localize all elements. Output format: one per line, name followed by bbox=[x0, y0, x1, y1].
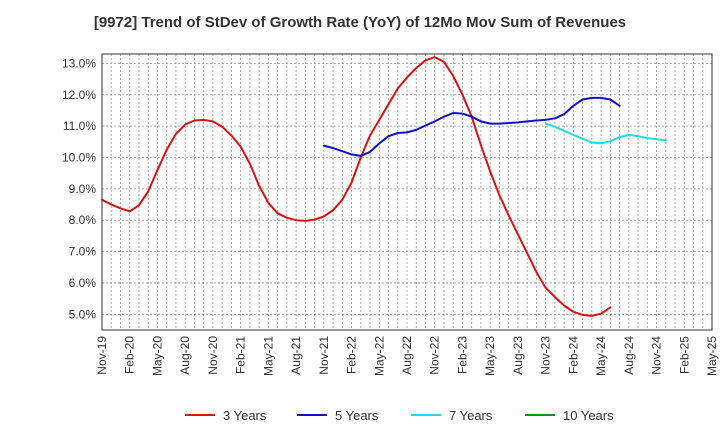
x-tick-label: May-21 bbox=[261, 336, 275, 376]
x-tick-label: May-23 bbox=[483, 336, 497, 376]
x-tick-label: May-20 bbox=[150, 336, 164, 376]
x-tick-label: Nov-22 bbox=[428, 336, 442, 375]
series-line-7-years bbox=[544, 122, 667, 145]
x-tick-label: Nov-24 bbox=[650, 336, 664, 375]
x-tick-label: Nov-21 bbox=[317, 336, 331, 375]
y-tick-label: 9.0% bbox=[69, 182, 97, 196]
y-tick-label: 6.0% bbox=[69, 276, 97, 290]
series-lines bbox=[101, 56, 667, 317]
x-tick-label: May-25 bbox=[705, 336, 719, 376]
y-tick-label: 13.0% bbox=[62, 56, 96, 70]
x-tick-label: May-24 bbox=[594, 336, 608, 376]
legend-label: 3 Years bbox=[223, 408, 267, 423]
legend-label: 5 Years bbox=[335, 408, 379, 423]
y-tick-label: 5.0% bbox=[69, 307, 97, 321]
y-tick-label: 8.0% bbox=[69, 213, 97, 227]
series-line-5-years bbox=[322, 96, 621, 157]
x-tick-label: May-22 bbox=[372, 336, 386, 376]
x-tick-label: Feb-24 bbox=[566, 336, 580, 374]
x-tick-label: Aug-21 bbox=[289, 336, 303, 375]
x-tick-label: Nov-20 bbox=[206, 336, 220, 375]
x-tick-label: Feb-25 bbox=[677, 336, 691, 374]
x-tick-label: Feb-23 bbox=[455, 336, 469, 374]
x-tick-label: Feb-21 bbox=[234, 336, 248, 374]
legend-label: 7 Years bbox=[449, 408, 493, 423]
y-tick-label: 10.0% bbox=[62, 151, 96, 165]
y-tick-label: 11.0% bbox=[63, 119, 96, 133]
chart-title: [9972] Trend of StDev of Growth Rate (Yo… bbox=[93, 14, 627, 31]
x-tick-label: Aug-24 bbox=[622, 336, 636, 375]
axis-labels: 5.0% 6.0% 7.0% 8.0% 9.0% 10.0% 11.0% 12.0% 13.0%… bbox=[62, 56, 719, 376]
series-line-3-years bbox=[101, 56, 612, 317]
x-tick-label: Aug-20 bbox=[178, 336, 192, 375]
x-tick-label: Feb-22 bbox=[345, 336, 359, 374]
y-tick-label: 7.0% bbox=[69, 245, 97, 259]
grid bbox=[102, 54, 712, 330]
legend-label: 10 Years bbox=[563, 408, 614, 423]
x-tick-label: Nov-23 bbox=[539, 336, 553, 375]
plot-frame bbox=[101, 53, 713, 331]
legend: 3 Years 5 Years 7 Years 10 Years bbox=[185, 408, 614, 423]
x-tick-label: Nov-19 bbox=[95, 336, 109, 375]
x-tick-label: Aug-23 bbox=[511, 336, 525, 375]
x-tick-label: Aug-22 bbox=[400, 336, 414, 375]
y-tick-label: 12.0% bbox=[62, 88, 96, 102]
x-tick-label: Feb-20 bbox=[123, 336, 137, 374]
